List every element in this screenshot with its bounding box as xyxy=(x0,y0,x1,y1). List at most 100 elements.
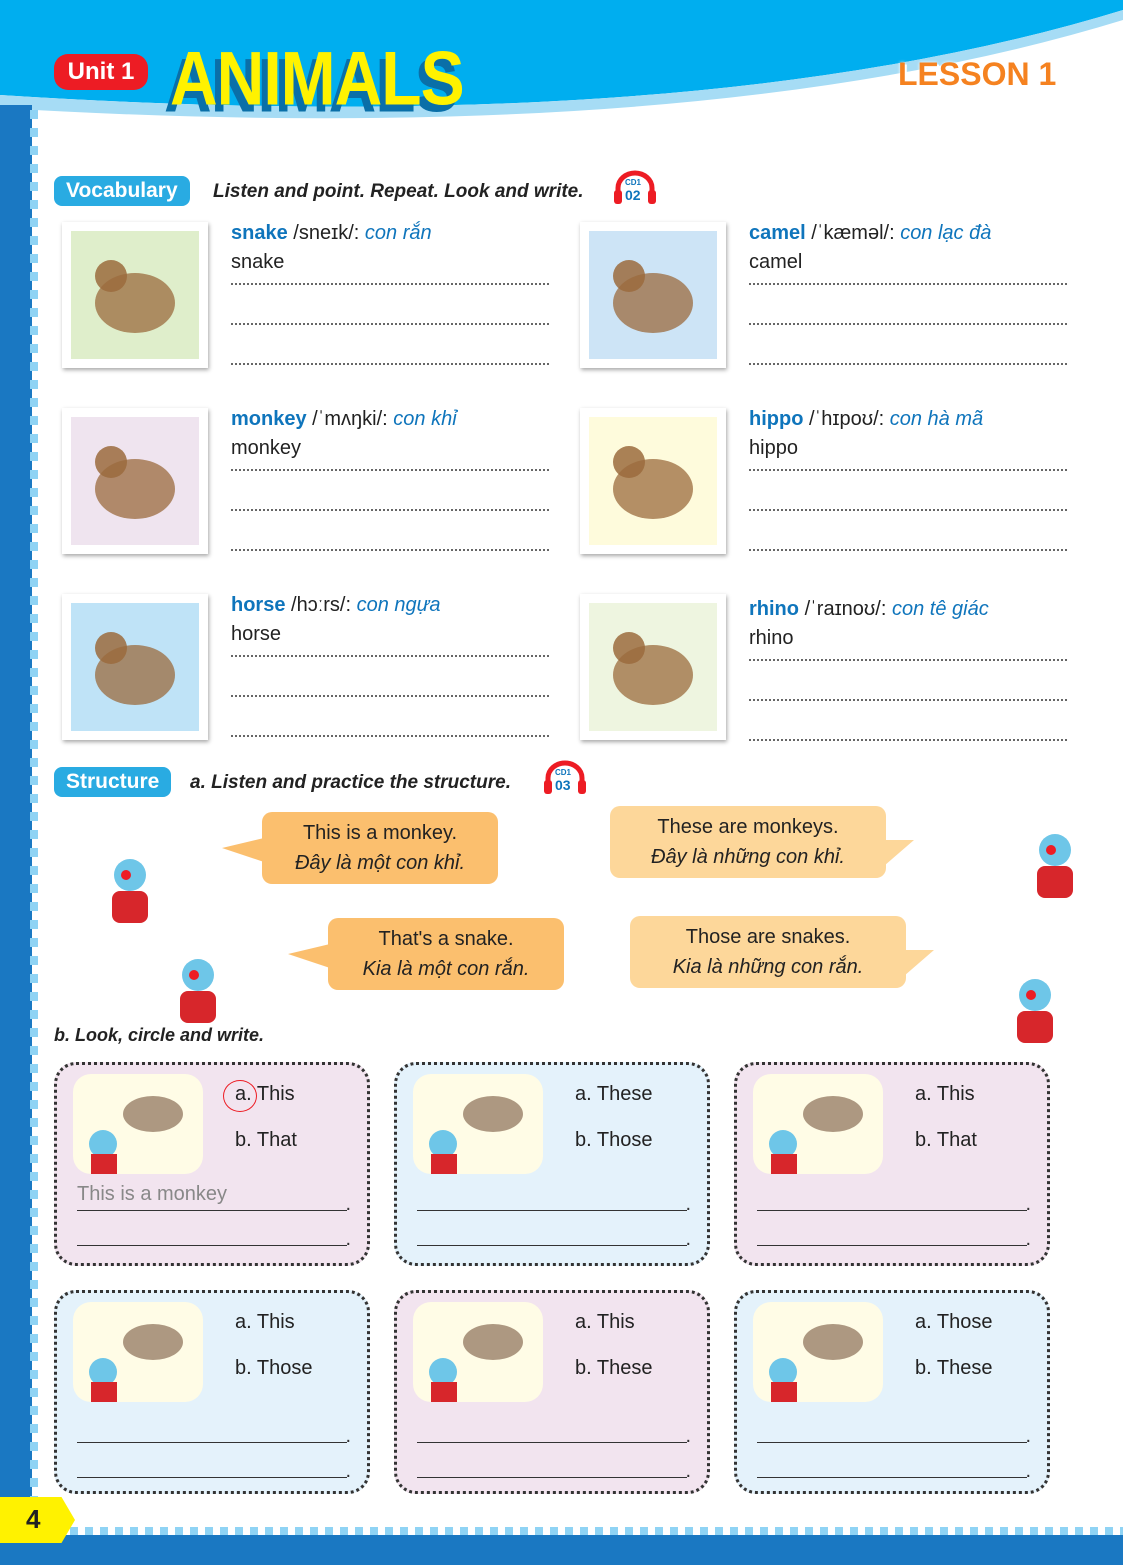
writing-line[interactable] xyxy=(231,697,549,737)
lesson-label: LESSON 1 xyxy=(898,56,1057,92)
practice-box: a. This b. These xyxy=(394,1290,710,1494)
speech-bubble: These are monkeys. Đây là những con khỉ. xyxy=(610,806,914,878)
scene-picture xyxy=(73,1302,203,1402)
answer-line[interactable]: This is a monkey xyxy=(77,1183,351,1216)
vocab-entry-camel: camel /ˈkæməl/: con lạc đà camel xyxy=(749,222,1067,365)
camels-illustration xyxy=(429,1096,523,1174)
phonetic: /sneɪk/: xyxy=(293,222,360,244)
option-a[interactable]: a. This xyxy=(915,1083,975,1105)
answer-line[interactable] xyxy=(77,1415,351,1448)
bottom-bar xyxy=(0,1535,1123,1565)
answer-line[interactable] xyxy=(757,1450,1031,1483)
vocab-word: snake xyxy=(231,222,288,244)
writing-line[interactable] xyxy=(231,471,549,511)
bubble-english: Those are snakes. xyxy=(685,926,851,948)
unit-title: ANIMALS xyxy=(170,35,465,121)
meaning: con ngựa xyxy=(356,594,441,616)
vocab-word: horse xyxy=(231,594,286,616)
writing-line[interactable] xyxy=(749,661,1067,701)
answer-line[interactable] xyxy=(757,1183,1031,1216)
answer-line[interactable] xyxy=(417,1218,691,1251)
vocab-word: hippo xyxy=(749,408,804,430)
writing-line[interactable]: rhino xyxy=(749,621,1067,661)
practice-box: a. This b. That xyxy=(734,1062,1050,1266)
writing-line[interactable]: camel xyxy=(749,245,1067,285)
rhino-picture xyxy=(580,594,726,740)
option-a[interactable]: a. This xyxy=(235,1311,295,1333)
bubble-vietnamese: Đây là một con khỉ. xyxy=(294,852,466,874)
page-number: 4 xyxy=(0,1497,75,1543)
snake-illustration xyxy=(769,1096,863,1174)
robot-character-illustration xyxy=(112,859,148,923)
bubble-english: These are monkeys. xyxy=(657,816,839,838)
vocab-word: camel xyxy=(749,222,806,244)
option-b[interactable]: b. Those xyxy=(235,1357,313,1379)
robot-character-illustration xyxy=(180,959,216,1023)
vocabulary-tag: Vocabulary xyxy=(54,176,190,206)
writing-line[interactable]: horse xyxy=(231,617,549,657)
phonetic: /ˈmʌŋki/: xyxy=(312,408,388,430)
answer-line[interactable] xyxy=(757,1415,1031,1448)
robot-character-illustration xyxy=(1017,979,1053,1043)
answer-line[interactable] xyxy=(417,1415,691,1448)
structure-instruction: a. Listen and practice the structure. xyxy=(190,772,511,793)
answer-line[interactable] xyxy=(417,1183,691,1216)
camel-illustration xyxy=(613,260,693,333)
option-a[interactable]: a. Those xyxy=(915,1311,993,1333)
cd-label: CD1 xyxy=(625,178,642,187)
scene-picture xyxy=(73,1074,203,1174)
writing-line[interactable] xyxy=(231,657,549,697)
writing-line[interactable] xyxy=(749,511,1067,551)
writing-line[interactable] xyxy=(749,325,1067,365)
horse-illustration xyxy=(429,1324,523,1402)
writing-line[interactable] xyxy=(749,701,1067,741)
answer-line[interactable] xyxy=(417,1450,691,1483)
meaning: con rắn xyxy=(364,222,432,244)
headphones-audio-icon[interactable]: CD1 02 xyxy=(612,170,658,206)
cd-track: 02 xyxy=(625,187,641,203)
speech-bubble: That's a snake. Kia là một con rắn. xyxy=(288,918,564,990)
option-b[interactable]: b. Those xyxy=(575,1129,653,1151)
writing-line[interactable]: snake xyxy=(231,245,549,285)
option-a[interactable]: a. This xyxy=(575,1311,635,1333)
speech-bubble: This is a monkey. Đây là một con khỉ. xyxy=(222,812,498,884)
option-b[interactable]: b. These xyxy=(915,1357,993,1379)
answer-line[interactable] xyxy=(77,1218,351,1251)
hippo-picture xyxy=(580,408,726,554)
writing-line[interactable] xyxy=(749,285,1067,325)
phonetic: /ˈkæməl/: xyxy=(811,222,895,244)
vocab-word: monkey xyxy=(231,408,307,430)
practice-box: a. These b. Those xyxy=(394,1062,710,1266)
meaning: con tê giác xyxy=(891,598,989,620)
option-a[interactable]: a. This xyxy=(235,1083,295,1105)
writing-line[interactable] xyxy=(231,325,549,365)
writing-line[interactable] xyxy=(231,285,549,325)
headphones-audio-icon[interactable]: CD1 03 xyxy=(542,760,588,796)
meaning: con khỉ xyxy=(393,408,457,430)
answer-line[interactable] xyxy=(77,1450,351,1483)
option-b[interactable]: b. That xyxy=(235,1129,297,1151)
writing-line[interactable] xyxy=(749,471,1067,511)
vocab-entry-rhino: rhino /ˈraɪnoʊ/: con tê giác rhino xyxy=(749,598,1067,741)
cd-track: 03 xyxy=(555,777,571,793)
writing-line[interactable]: monkey xyxy=(231,431,549,471)
rhino-illustration xyxy=(613,632,693,705)
snake-illustration xyxy=(95,260,175,333)
answer-circle xyxy=(223,1080,257,1112)
speech-bubble: Those are snakes. Kia là những con rắn. xyxy=(630,916,934,988)
cd-label: CD1 xyxy=(555,768,572,777)
answer-line[interactable] xyxy=(757,1218,1031,1251)
option-a[interactable]: a. These xyxy=(575,1083,653,1105)
option-b[interactable]: b. That xyxy=(915,1129,977,1151)
practice-box: a. This b. That This is a monkey xyxy=(54,1062,370,1266)
writing-line[interactable]: hippo xyxy=(749,431,1067,471)
monkey-picture xyxy=(62,408,208,554)
option-b[interactable]: b. These xyxy=(575,1357,653,1379)
meaning: con lạc đà xyxy=(900,222,992,244)
header-banner xyxy=(0,0,1123,119)
practice-box: a. Those b. These xyxy=(734,1290,1050,1494)
vocabulary-instruction: Listen and point. Repeat. Look and write… xyxy=(213,181,584,202)
scene-picture xyxy=(413,1074,543,1174)
writing-line[interactable] xyxy=(231,511,549,551)
practice-box: a. This b. Those xyxy=(54,1290,370,1494)
